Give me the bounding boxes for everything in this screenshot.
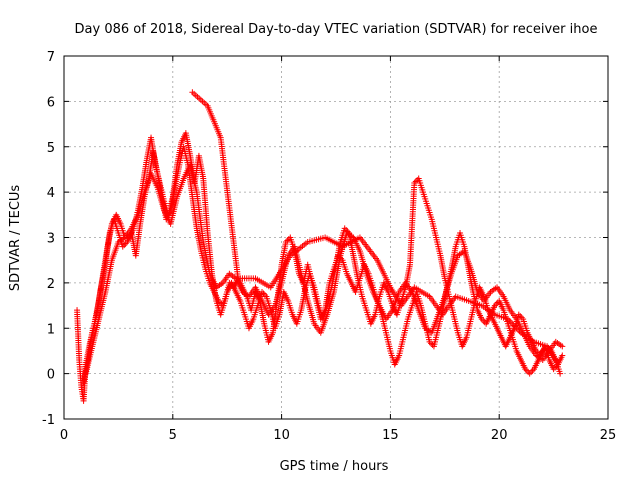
data-point xyxy=(526,370,533,377)
y-tick-label: 3 xyxy=(47,232,55,247)
x-tick-label: 20 xyxy=(491,428,508,443)
data-point xyxy=(557,370,564,377)
y-tick-label: 0 xyxy=(47,368,55,383)
data-points xyxy=(74,89,566,404)
y-tick-label: 4 xyxy=(47,186,55,201)
y-tick-label: 7 xyxy=(47,50,55,65)
data-point xyxy=(412,178,419,185)
y-tick-label: 1 xyxy=(47,322,55,337)
y-tick-label: 2 xyxy=(47,277,55,292)
x-tick-label: 0 xyxy=(60,428,68,443)
chart-title: Day 086 of 2018, Sidereal Day-to-day VTE… xyxy=(75,22,598,37)
x-axis-label: GPS time / hours xyxy=(280,459,389,474)
axis-ticks: 0 5 10 15 20 25 -1 0 1 2 3 4 5 6 7 xyxy=(42,50,616,443)
x-tick-label: 10 xyxy=(273,428,290,443)
data-point xyxy=(528,369,535,376)
data-point xyxy=(559,343,566,350)
y-axis-label: SDTVAR / TECUs xyxy=(8,185,23,292)
y-tick-label: -1 xyxy=(42,413,55,428)
data-point xyxy=(559,352,566,359)
y-tick-label: 5 xyxy=(47,141,55,156)
y-tick-label: 6 xyxy=(47,95,55,110)
data-point xyxy=(554,361,561,368)
x-tick-label: 5 xyxy=(169,428,177,443)
x-tick-label: 25 xyxy=(600,428,617,443)
grid-lines xyxy=(64,56,608,419)
x-tick-label: 15 xyxy=(382,428,399,443)
